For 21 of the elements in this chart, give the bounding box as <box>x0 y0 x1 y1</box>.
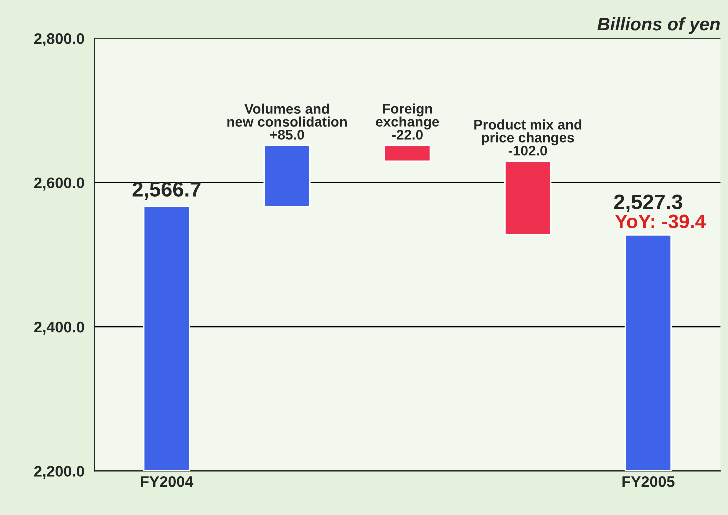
y-tick-label: 2,400.0 <box>34 322 84 335</box>
data-label: -22.0 <box>392 130 423 140</box>
data-label: 2,566.7 <box>132 182 201 200</box>
y-tick-label: 2,600.0 <box>34 178 84 191</box>
y-tick-label: 2,200.0 <box>34 466 84 480</box>
annotation: YoY: -39.4 <box>615 214 706 229</box>
y-tick-label: 2,800.0 <box>34 33 84 47</box>
annotation: Foreign exchange <box>376 104 440 130</box>
annotation: Product mix and price changes <box>474 120 582 146</box>
x-tick-label: FY2005 <box>622 476 675 488</box>
bar <box>504 160 552 236</box>
annotation: Volumes and new consolidation <box>228 104 347 127</box>
bar <box>384 144 432 162</box>
y-axis-title: Billions of yen <box>598 17 720 34</box>
x-tick-label: FY2004 <box>141 476 194 488</box>
data-label: 2,527.3 <box>614 194 682 213</box>
bar <box>264 144 311 208</box>
bar <box>143 206 190 472</box>
bar <box>624 234 672 472</box>
data-label: +85.0 <box>270 130 304 140</box>
data-label: -102.0 <box>508 146 548 156</box>
